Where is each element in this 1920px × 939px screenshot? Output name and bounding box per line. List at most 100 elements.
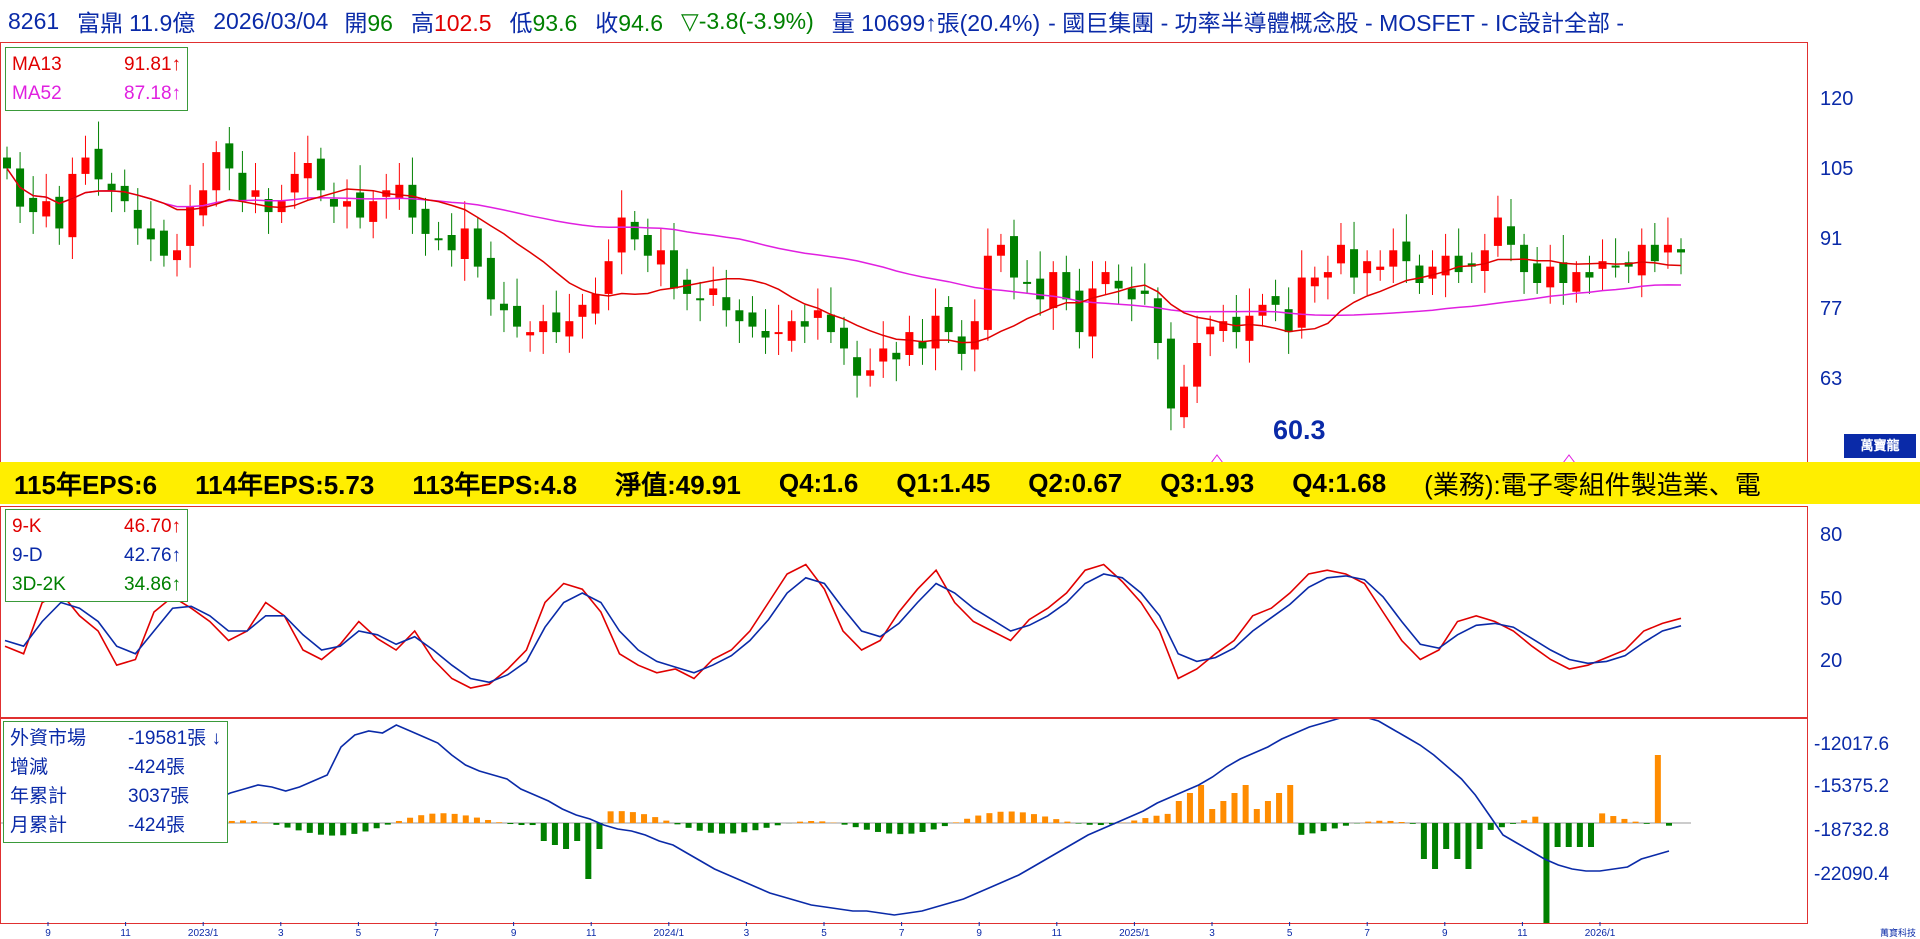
x-tick-label: 5 [1287, 928, 1293, 938]
low-marker-label: 60.3 [1273, 415, 1326, 446]
k-line [5, 565, 1681, 689]
flow-bar [1510, 823, 1516, 824]
flow-bar [975, 816, 981, 823]
candle-body [683, 280, 691, 294]
candle-body [330, 199, 338, 207]
kd-axis: 80 50 20 [1808, 506, 1920, 716]
flow-bar [752, 823, 758, 830]
flow-bar [1332, 823, 1338, 828]
candle-body [1651, 245, 1659, 261]
price-tick: 120 [1820, 88, 1853, 111]
ma52-value: 87.18↑ [124, 79, 181, 108]
candle-body [1455, 256, 1463, 272]
flow-bar [1042, 816, 1048, 823]
flow-bar [908, 823, 914, 834]
flow-bar [1365, 822, 1371, 823]
candle-body [212, 152, 220, 190]
flow-bar [1254, 809, 1260, 823]
flow-bar [1432, 823, 1438, 869]
x-tick-label: 3 [744, 928, 750, 938]
flow-bar [296, 823, 302, 830]
candle-body [657, 250, 665, 264]
candle-body [696, 298, 704, 300]
candle-body [356, 192, 364, 217]
candle-body [945, 307, 953, 332]
flow-bar [1566, 823, 1572, 847]
flow-bar [819, 821, 825, 823]
candle-body [788, 321, 796, 341]
eps-item: Q4:1.68 [1292, 468, 1386, 499]
candle-body [1415, 266, 1423, 283]
candle-body [670, 250, 678, 288]
flow-bar [1020, 812, 1026, 823]
x-tick-label: 3 [1209, 928, 1215, 938]
flow-bar [1655, 755, 1661, 823]
flow-value: -19581張 ↓ [128, 724, 221, 753]
flow-bar [385, 823, 391, 825]
flow-bar [719, 823, 725, 834]
cumulative-line [9, 719, 1669, 915]
x-tick-label: 5 [821, 928, 827, 938]
candle-body [134, 210, 142, 229]
flow-bar [853, 823, 859, 827]
flow-bar [1276, 793, 1282, 823]
flow-bar [1098, 823, 1104, 825]
watermark-logo: 萬寶龍 [1844, 434, 1916, 458]
d-label: 9-D [12, 541, 124, 570]
eps-item: Q4:1.6 [779, 468, 859, 499]
candle-body [1664, 245, 1672, 253]
x-tick-label: 2025/1 [1119, 928, 1150, 938]
flow-bar [1621, 819, 1627, 823]
candle-body [971, 321, 979, 349]
flow-bar [1243, 785, 1249, 823]
candle-body [1062, 272, 1070, 299]
candle-body [827, 315, 835, 332]
candle-body [147, 228, 155, 239]
flow-bar [1154, 816, 1160, 823]
eps-bar: 115年EPS:6 114年EPS:5.73 113年EPS:4.8 淨值:49… [0, 462, 1920, 504]
flow-bar [1465, 823, 1471, 869]
stock-code[interactable]: 8261 [8, 8, 59, 35]
x-tick-label: 9 [976, 928, 982, 938]
flow-bar [1176, 801, 1182, 823]
candle-body [1232, 317, 1240, 332]
candle-body [317, 159, 325, 191]
candle-body [1572, 272, 1580, 292]
flow-bar [897, 823, 903, 834]
flow-bar [1165, 814, 1171, 823]
flow-bar [875, 823, 881, 832]
candle-body [173, 250, 181, 260]
flow-bar [1499, 823, 1505, 827]
flow-bar [1387, 821, 1393, 823]
candle-body [68, 174, 76, 237]
candle-body [1324, 272, 1332, 277]
candle-body [1350, 249, 1358, 277]
candle-body [1154, 298, 1162, 343]
candle-body [95, 149, 103, 180]
flow-bar [307, 823, 313, 833]
x-tick-label: 11 [120, 928, 131, 938]
candle-body [1075, 291, 1083, 332]
x-tick-label: 2023/1 [188, 928, 219, 938]
candle-body [121, 186, 129, 201]
flow-bar [708, 823, 714, 833]
flow-bar [1555, 823, 1561, 847]
flow-bar [797, 822, 803, 823]
flow-bar [1131, 821, 1137, 823]
candle-body [1337, 245, 1345, 264]
flow-bar [1521, 820, 1527, 823]
price-axis: 120 105 91 77 63 萬寶龍 [1808, 42, 1920, 462]
flow-bar [1343, 823, 1349, 826]
flow-label: 年累計 [10, 782, 128, 811]
flow-bar [741, 823, 747, 832]
candle-body [840, 328, 848, 349]
candle-body [578, 305, 586, 317]
x-tick-label: 2026/1 [1585, 928, 1616, 938]
candle-body [1115, 281, 1123, 289]
flow-bar [1666, 823, 1672, 826]
flow-bar [1599, 813, 1605, 823]
flow-bar [485, 820, 491, 823]
